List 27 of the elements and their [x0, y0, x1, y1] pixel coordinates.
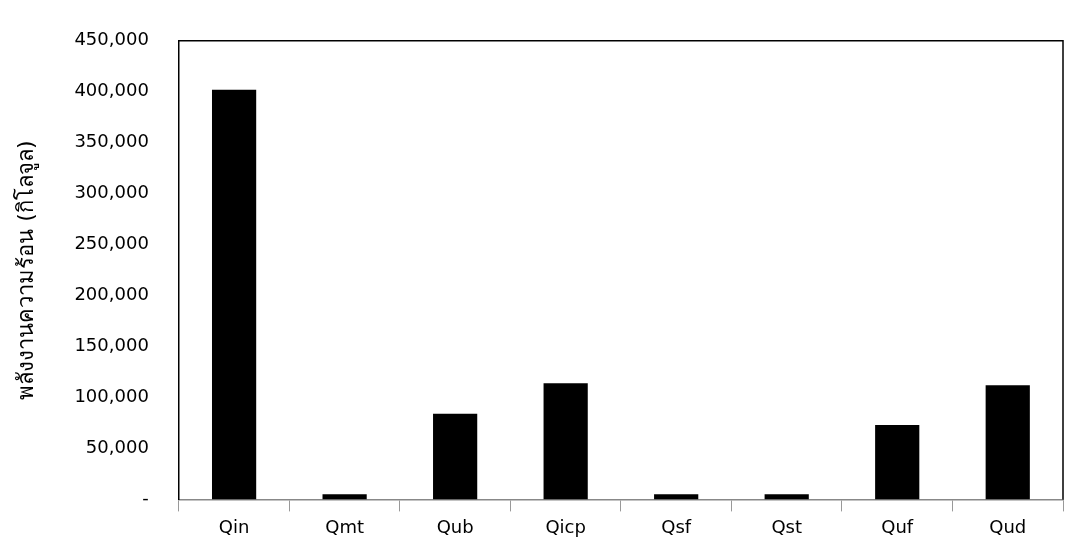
y-tick-label: 150,000 — [74, 334, 149, 356]
x-tick-label: Qsf — [661, 515, 692, 537]
y-tick-label: 400,000 — [74, 79, 149, 101]
y-tick-label: 100,000 — [74, 385, 149, 407]
bar — [211, 89, 257, 500]
y-axis-title: พลังงานความร้อน (กิโลจูล) — [12, 140, 39, 400]
y-tick-label: - — [142, 487, 149, 509]
bar — [764, 494, 809, 500]
y-tick-label: 200,000 — [74, 283, 149, 305]
y-tick-label: 300,000 — [74, 181, 149, 203]
bar — [875, 425, 920, 500]
x-tick-label: Quf — [881, 515, 914, 537]
x-tick-label: Qud — [989, 515, 1027, 537]
bar — [322, 494, 367, 500]
bar — [654, 494, 699, 500]
y-tick-label: 450,000 — [74, 28, 149, 50]
y-tick-label: 50,000 — [85, 436, 149, 458]
x-tick-label: Qmt — [325, 515, 364, 537]
x-tick-label: Qst — [771, 515, 802, 537]
bar — [543, 383, 588, 500]
y-tick-label: 350,000 — [74, 130, 149, 152]
bar — [433, 413, 478, 500]
x-tick-label: Qin — [218, 515, 250, 537]
x-tick-label: Qub — [436, 515, 474, 537]
x-tick-label: Qicp — [545, 515, 586, 537]
y-tick-label: 250,000 — [74, 232, 149, 254]
bar — [985, 385, 1030, 500]
